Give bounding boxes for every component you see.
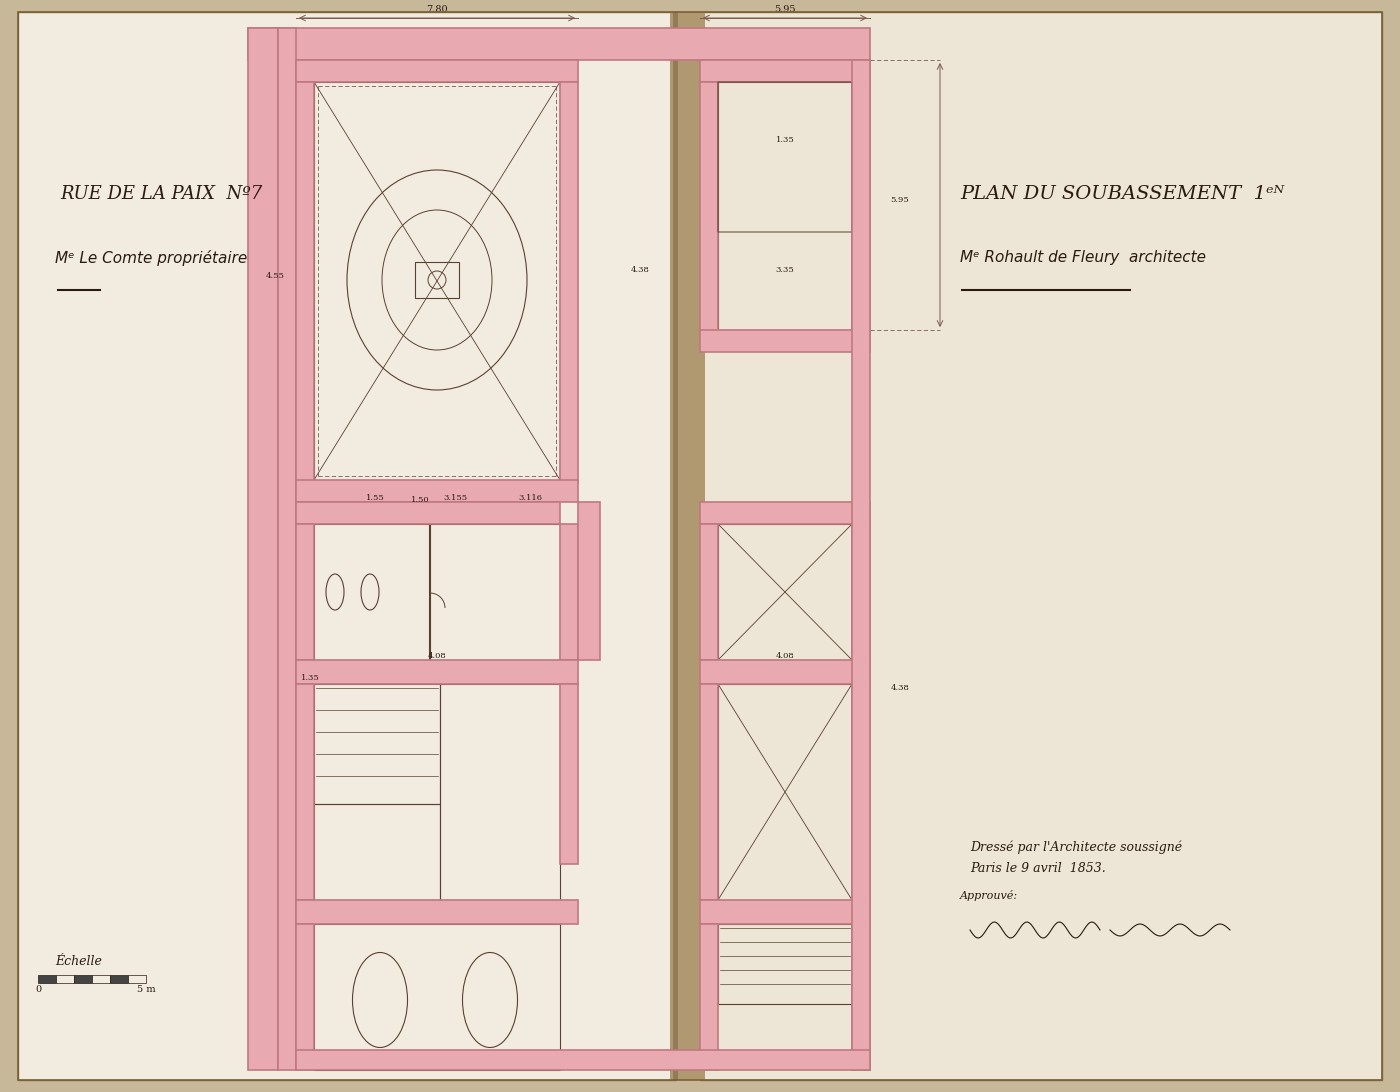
Bar — [295, 502, 560, 524]
Bar — [700, 924, 718, 1070]
Bar — [295, 82, 314, 482]
Text: 0: 0 — [35, 985, 41, 995]
Bar — [279, 28, 295, 1070]
Text: 7.80: 7.80 — [426, 5, 448, 14]
Bar — [295, 684, 314, 900]
Bar — [718, 82, 853, 330]
Bar — [111, 975, 127, 983]
Bar — [700, 660, 869, 684]
Text: Échelle: Échelle — [55, 956, 102, 968]
Bar — [700, 524, 718, 660]
Text: 5 m: 5 m — [137, 985, 155, 995]
Text: 1.35: 1.35 — [301, 674, 319, 682]
Text: 3.155: 3.155 — [442, 494, 468, 502]
Bar — [248, 28, 279, 1070]
Bar — [430, 524, 560, 660]
Bar — [295, 900, 578, 924]
Bar — [700, 12, 1382, 1080]
Bar — [853, 684, 869, 900]
Text: Mᵉ Rohault de Fleury  architecte: Mᵉ Rohault de Fleury architecte — [960, 250, 1205, 265]
Bar — [18, 12, 676, 1080]
Bar — [38, 975, 56, 983]
Bar — [248, 28, 869, 60]
Bar — [314, 524, 428, 660]
Text: 1.50: 1.50 — [410, 496, 430, 505]
Text: Mᵉ Le Comte propriétaire: Mᵉ Le Comte propriétaire — [55, 250, 248, 266]
Text: PLAN DU SOUBASSEMENT  1ᵉᴺ: PLAN DU SOUBASSEMENT 1ᵉᴺ — [960, 185, 1284, 203]
Bar — [314, 924, 560, 1070]
Bar — [700, 900, 869, 924]
Text: 3.35: 3.35 — [776, 266, 794, 274]
Bar — [700, 502, 869, 524]
Bar — [414, 262, 459, 298]
Text: 1.35: 1.35 — [776, 136, 794, 144]
Text: 4.55: 4.55 — [266, 272, 286, 280]
Bar — [295, 924, 314, 1070]
Bar — [295, 60, 578, 82]
Text: 5.95: 5.95 — [774, 5, 795, 14]
Bar — [127, 975, 146, 983]
Text: Dressé par l'Architecte soussigné
Paris le 9 avril  1853.: Dressé par l'Architecte soussigné Paris … — [970, 840, 1182, 875]
Bar — [560, 684, 578, 864]
Bar — [671, 12, 706, 1080]
Bar — [718, 924, 853, 1004]
Text: Approuvé:: Approuvé: — [960, 890, 1018, 901]
Bar — [853, 60, 869, 1070]
Bar — [295, 1051, 869, 1070]
Bar — [74, 975, 92, 983]
Bar — [92, 975, 111, 983]
Bar — [314, 82, 560, 480]
Bar — [295, 524, 314, 660]
Bar — [700, 60, 869, 82]
Text: 4.08: 4.08 — [427, 652, 447, 660]
Bar — [578, 502, 601, 660]
Bar — [853, 82, 869, 332]
Bar — [700, 684, 718, 900]
Bar — [560, 82, 578, 482]
Text: RUE DE LA PAIX  Nº7: RUE DE LA PAIX Nº7 — [60, 185, 262, 203]
Bar — [295, 660, 578, 684]
Text: 4.38: 4.38 — [630, 266, 650, 274]
Bar — [700, 330, 869, 352]
Bar — [853, 524, 869, 660]
Bar — [314, 804, 440, 900]
Text: 3.116: 3.116 — [518, 494, 542, 502]
Bar — [718, 524, 853, 660]
Text: 4.38: 4.38 — [890, 684, 910, 692]
Bar — [295, 480, 578, 502]
Bar — [853, 924, 869, 1070]
Bar — [560, 524, 578, 660]
Bar — [440, 684, 560, 900]
Text: 4.08: 4.08 — [776, 652, 794, 660]
Text: 5.95: 5.95 — [890, 195, 910, 204]
Bar — [314, 684, 440, 804]
Bar — [718, 684, 853, 900]
Bar — [56, 975, 74, 983]
Bar — [673, 12, 678, 1080]
Bar — [700, 82, 718, 332]
Text: 1.55: 1.55 — [365, 494, 385, 502]
